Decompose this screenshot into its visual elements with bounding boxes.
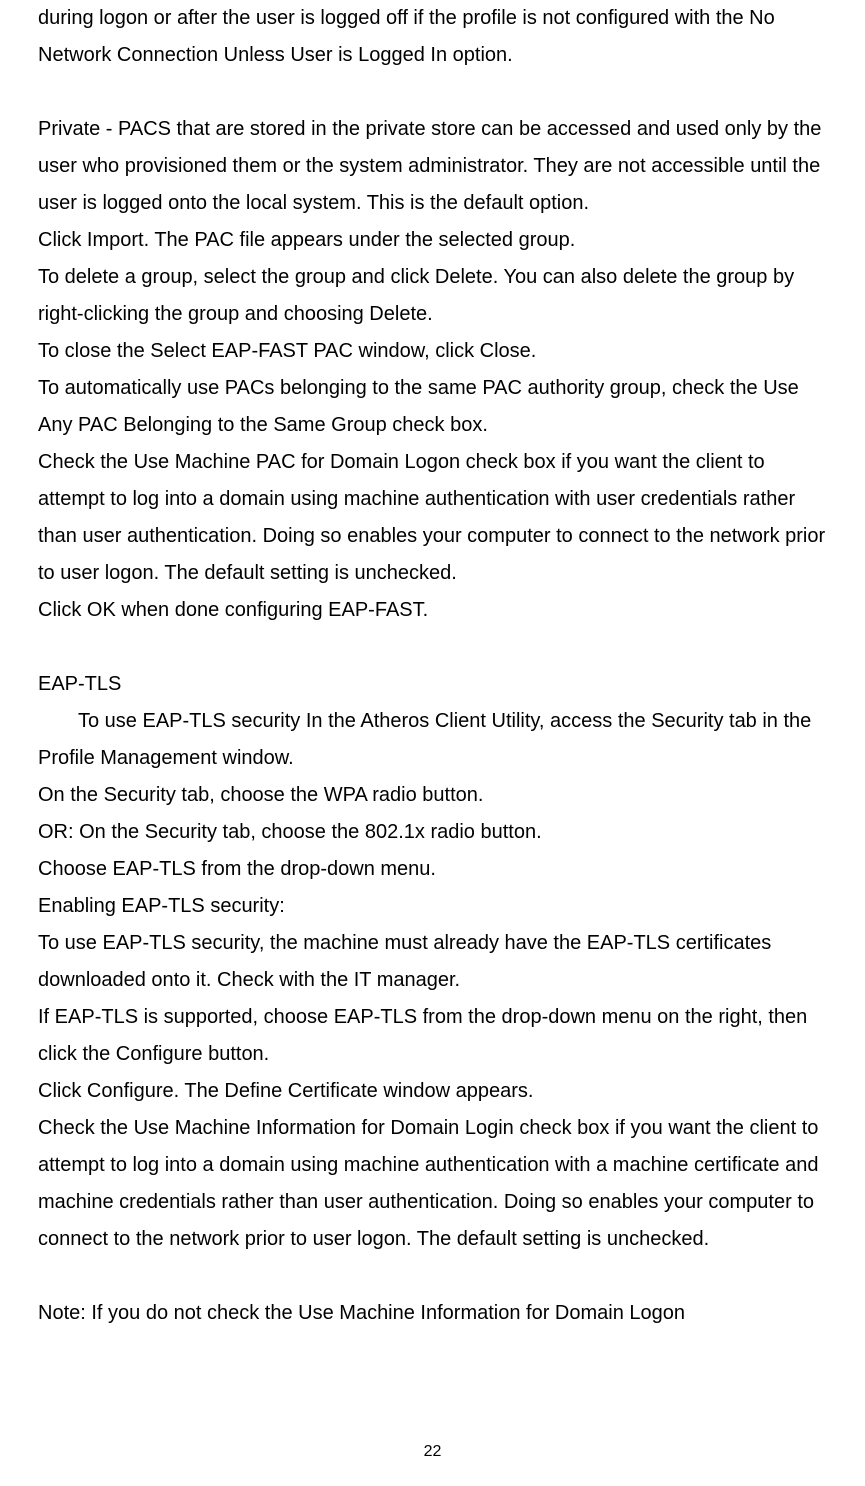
paragraph-12: Choose EAP-TLS from the drop-down menu. [38, 851, 827, 888]
paragraph-1: during logon or after the user is logged… [38, 0, 827, 74]
paragraph-18: Note: If you do not check the Use Machin… [38, 1295, 827, 1332]
heading-eap-tls: EAP-TLS [38, 666, 827, 703]
paragraph-7: Check the Use Machine PAC for Domain Log… [38, 444, 827, 592]
paragraph-17: Check the Use Machine Information for Do… [38, 1110, 827, 1258]
paragraph-4: To delete a group, select the group and … [38, 259, 827, 333]
page-number: 22 [424, 1443, 442, 1461]
blank-line [38, 1258, 827, 1295]
blank-line [38, 74, 827, 111]
paragraph-13: Enabling EAP-TLS security: [38, 888, 827, 925]
paragraph-14: To use EAP-TLS security, the machine mus… [38, 925, 827, 999]
paragraph-3: Click Import. The PAC file appears under… [38, 222, 827, 259]
paragraph-5: To close the Select EAP-FAST PAC window,… [38, 333, 827, 370]
paragraph-8: Click OK when done configuring EAP-FAST. [38, 592, 827, 629]
paragraph-15: If EAP-TLS is supported, choose EAP-TLS … [38, 999, 827, 1073]
paragraph-2: Private - PACS that are stored in the pr… [38, 111, 827, 222]
paragraph-6: To automatically use PACs belonging to t… [38, 370, 827, 444]
blank-line [38, 629, 827, 666]
paragraph-10: On the Security tab, choose the WPA radi… [38, 777, 827, 814]
paragraph-16: Click Configure. The Define Certificate … [38, 1073, 827, 1110]
paragraph-9: To use EAP-TLS security In the Atheros C… [38, 703, 827, 777]
paragraph-11: OR: On the Security tab, choose the 802.… [38, 814, 827, 851]
